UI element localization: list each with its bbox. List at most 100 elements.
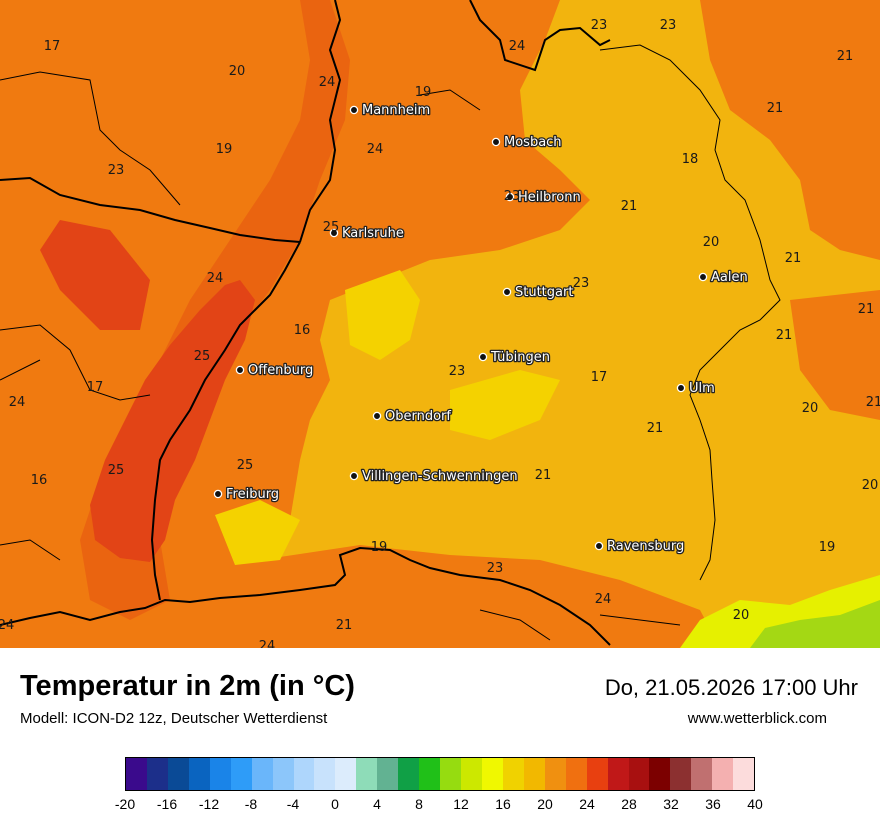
- legend-tick-label: 36: [705, 796, 721, 812]
- temperature-value: 23: [108, 163, 125, 178]
- legend-swatch: [691, 758, 713, 790]
- city-dot: [213, 489, 223, 499]
- temperature-value: 25: [108, 463, 125, 478]
- legend-swatch: [314, 758, 336, 790]
- temperature-value: 23: [504, 189, 521, 204]
- legend-swatch: [335, 758, 357, 790]
- legend-tick-label: 0: [331, 796, 339, 812]
- legend-tick-label: 20: [537, 796, 553, 812]
- legend-swatch: [502, 758, 524, 790]
- city-heilbronn: Heilbronn: [505, 189, 582, 206]
- temperature-value: 20: [862, 478, 879, 493]
- temperature-value: 19: [415, 85, 432, 100]
- city-dot: [676, 383, 686, 393]
- temperature-value: 23: [573, 276, 590, 291]
- hot-zone-rhine-north: [40, 220, 150, 330]
- temperature-value: 21: [336, 618, 353, 633]
- city-mannheim: Mannheim: [349, 102, 431, 119]
- temperature-value: 21: [866, 395, 880, 410]
- legend-tick-label: -4: [286, 796, 300, 812]
- temperature-value: 20: [733, 608, 750, 623]
- temperature-value: 24: [9, 395, 26, 410]
- cool-zone-black-forest: [345, 270, 420, 360]
- hot-zone-upper-rhine: [90, 280, 255, 562]
- legend-swatch: [628, 758, 650, 790]
- city-label: Stuttgart: [515, 285, 573, 300]
- legend-swatch: [188, 758, 210, 790]
- legend-swatch: [293, 758, 315, 790]
- city-dot: [491, 137, 501, 147]
- temperature-value: 25: [194, 349, 211, 364]
- legend-tick-label: 4: [373, 796, 381, 812]
- city-aalen: Aalen: [698, 269, 749, 286]
- legend-swatch: [649, 758, 671, 790]
- legend-swatch: [209, 758, 231, 790]
- temperature-value: 21: [858, 302, 875, 317]
- legend-swatch: [272, 758, 294, 790]
- city-dot: [372, 411, 382, 421]
- legend-tick-label: 8: [415, 796, 423, 812]
- warm-zone-east-lower: [790, 290, 880, 420]
- legend-swatch: [146, 758, 168, 790]
- legend-tick-label: -8: [244, 796, 258, 812]
- legend-swatch: [481, 758, 503, 790]
- city-label: Aalen: [711, 270, 748, 285]
- website-link[interactable]: www.wetterblick.com: [687, 710, 827, 727]
- legend-swatch: [167, 758, 189, 790]
- forecast-datetime: Do, 21.05.2026 17:00 Uhr: [604, 675, 858, 700]
- city-offenburg: Offenburg: [235, 362, 315, 379]
- city-stuttgart: Stuttgart: [502, 284, 575, 301]
- city-dot: [349, 105, 359, 115]
- legend-tick-label: -20: [114, 796, 136, 812]
- cold-zone-allgaeu: [750, 600, 880, 648]
- city-label: Ravensburg: [607, 539, 684, 554]
- city-oberndorf: Oberndorf: [372, 408, 453, 425]
- temperature-value: 19: [371, 540, 388, 555]
- legend-tick-label: 40: [747, 796, 763, 812]
- temperature-value: 21: [621, 199, 638, 214]
- temperature-value: 21: [837, 49, 854, 64]
- temperature-value: 24: [0, 618, 14, 633]
- temperature-value: 21: [535, 468, 552, 483]
- temperature-value: 25: [237, 458, 254, 473]
- city-label: Mosbach: [504, 135, 562, 150]
- legend-swatch: [356, 758, 378, 790]
- color-legend: [125, 757, 755, 791]
- legend-swatch: [733, 758, 755, 790]
- temperature-value: 23: [449, 364, 466, 379]
- temperature-value: 17: [44, 39, 61, 54]
- legend-swatch: [126, 758, 147, 790]
- temperature-values: 17 20 24 19 24 23 23 21 21 18 19 24 23 23 25 21 20 21 24 23…: [0, 18, 880, 648]
- warm-zone-south: [250, 545, 720, 648]
- temperature-value: 17: [87, 380, 104, 395]
- city-karlsruhe: Karlsruhe: [329, 225, 405, 242]
- temperature-value: 24: [207, 271, 224, 286]
- temperature-value: 19: [216, 142, 233, 157]
- temperature-value: 21: [776, 328, 793, 343]
- city-label: Villingen-Schwenningen: [362, 469, 518, 484]
- legend-swatch: [544, 758, 566, 790]
- city-markers: Mannheim Mosbach Heilbronn Karlsruhe Aalen St…: [213, 102, 749, 555]
- temperature-value: 21: [785, 251, 802, 266]
- temperature-value: 16: [31, 473, 48, 488]
- city-dot: [698, 272, 708, 282]
- city-dot: [502, 287, 512, 297]
- city-label: Offenburg: [248, 363, 313, 378]
- temperature-value: 24: [259, 639, 276, 648]
- temperature-value: 20: [229, 64, 246, 79]
- city-dot: [478, 352, 488, 362]
- city-dot: [594, 541, 604, 551]
- warm-zone-east: [700, 0, 880, 260]
- city-label: Tübingen: [490, 350, 550, 365]
- legend-tick-label: 24: [579, 796, 595, 812]
- temperature-map: Mannheim Mosbach Heilbronn Karlsruhe Aalen St…: [0, 0, 880, 648]
- legend-tick-label: 16: [495, 796, 511, 812]
- city-mosbach: Mosbach: [491, 134, 563, 151]
- legend-swatch: [230, 758, 252, 790]
- temperature-value: 23: [591, 18, 608, 33]
- legend-tick-label: 28: [621, 796, 637, 812]
- legend-tick-label: -12: [198, 796, 220, 812]
- city-dot: [329, 228, 339, 238]
- cool-zone-south: [215, 500, 300, 565]
- temperature-value: 24: [509, 39, 526, 54]
